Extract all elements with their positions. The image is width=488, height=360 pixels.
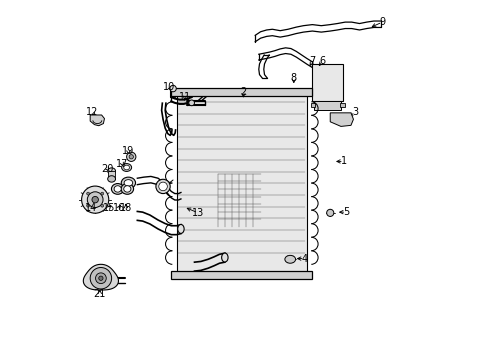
Circle shape <box>326 209 333 216</box>
Text: 19: 19 <box>122 147 134 157</box>
Text: 15: 15 <box>102 203 115 213</box>
Ellipse shape <box>107 168 115 174</box>
Text: 1: 1 <box>340 157 346 166</box>
Bar <box>171 271 312 279</box>
Circle shape <box>159 182 167 191</box>
Bar <box>313 102 340 111</box>
Text: 2: 2 <box>240 87 246 98</box>
Text: 17: 17 <box>116 159 128 169</box>
Ellipse shape <box>221 253 227 262</box>
Text: 18: 18 <box>120 203 132 213</box>
Text: 10: 10 <box>163 82 175 92</box>
Text: 5: 5 <box>343 207 349 217</box>
Text: 3: 3 <box>351 107 358 117</box>
Ellipse shape <box>124 180 132 186</box>
Bar <box>108 171 115 179</box>
Polygon shape <box>90 115 104 126</box>
Circle shape <box>126 152 136 161</box>
Ellipse shape <box>285 255 295 263</box>
Text: 7: 7 <box>308 57 315 66</box>
Ellipse shape <box>177 225 184 233</box>
Text: 12: 12 <box>86 107 98 117</box>
Circle shape <box>169 85 176 92</box>
Text: 20: 20 <box>101 163 113 174</box>
Bar <box>312 64 342 102</box>
Text: 9: 9 <box>379 17 385 27</box>
Bar <box>340 103 344 108</box>
Ellipse shape <box>123 165 129 170</box>
Circle shape <box>95 273 106 284</box>
Circle shape <box>99 276 103 280</box>
Ellipse shape <box>121 177 135 189</box>
Polygon shape <box>329 113 353 126</box>
Ellipse shape <box>114 186 121 192</box>
Ellipse shape <box>121 184 133 194</box>
Circle shape <box>101 192 103 195</box>
Circle shape <box>86 204 89 207</box>
Circle shape <box>101 204 103 207</box>
Ellipse shape <box>122 163 131 171</box>
Circle shape <box>90 267 111 289</box>
Bar <box>310 103 314 108</box>
Circle shape <box>81 186 108 213</box>
Circle shape <box>156 179 170 194</box>
Circle shape <box>86 192 89 195</box>
Text: 13: 13 <box>192 208 204 218</box>
Text: 4: 4 <box>301 253 307 264</box>
Circle shape <box>188 100 194 106</box>
Text: 6: 6 <box>319 57 325 66</box>
Circle shape <box>92 197 98 203</box>
Text: 14: 14 <box>84 203 97 213</box>
Polygon shape <box>83 264 118 290</box>
Circle shape <box>129 155 133 159</box>
Text: 16: 16 <box>112 203 124 213</box>
Bar <box>176 95 306 272</box>
Ellipse shape <box>111 184 123 194</box>
Ellipse shape <box>123 186 131 192</box>
Text: 11: 11 <box>178 92 191 102</box>
Text: 8: 8 <box>290 73 296 83</box>
Bar <box>171 88 312 96</box>
Circle shape <box>87 192 103 207</box>
Text: 21: 21 <box>93 289 106 299</box>
Ellipse shape <box>107 176 115 182</box>
